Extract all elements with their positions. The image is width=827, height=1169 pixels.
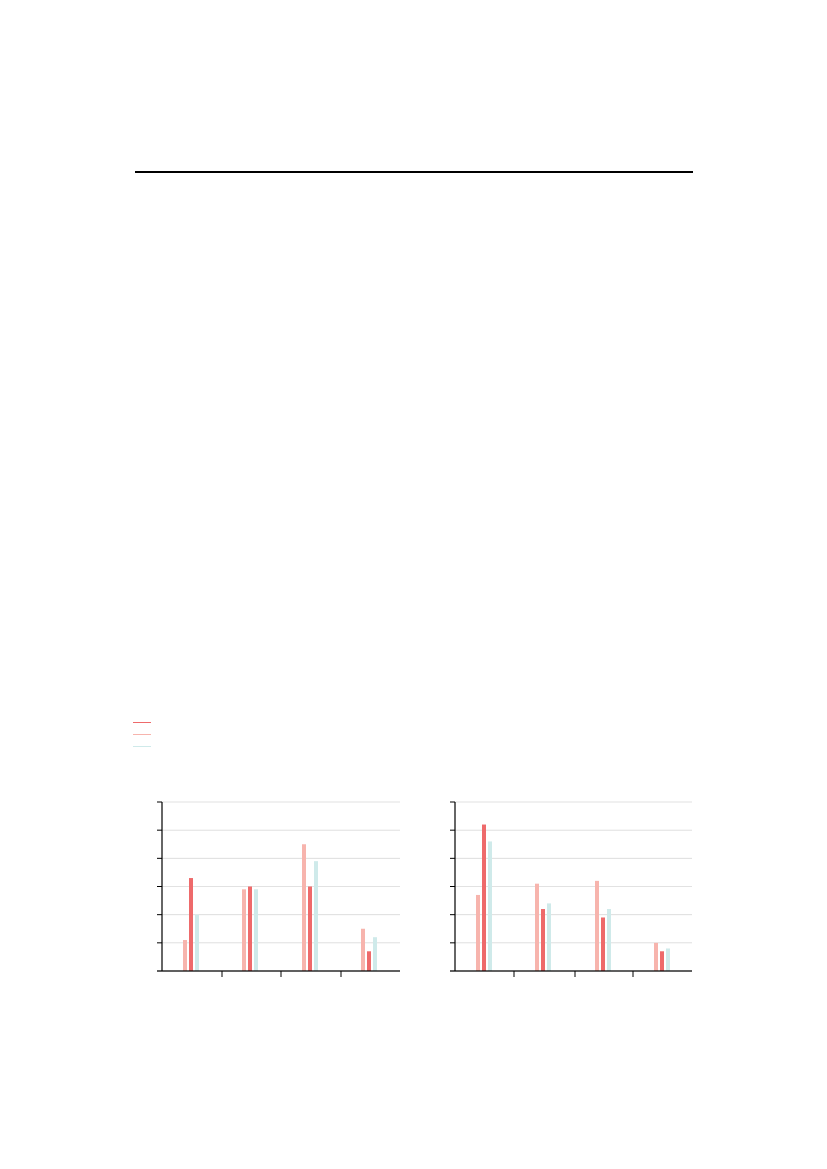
bar [666, 948, 670, 971]
bar [189, 878, 193, 971]
bar [254, 889, 258, 971]
bar [183, 940, 187, 971]
legend-swatch-series-2 [133, 734, 151, 735]
legend-swatch-series-3 [133, 746, 151, 747]
legend-swatch-series-1 [133, 722, 151, 723]
bar [195, 914, 199, 971]
bar [476, 894, 480, 971]
bar [314, 861, 318, 971]
chart-legend [133, 718, 173, 754]
bar-chart-left [157, 801, 400, 977]
bar [302, 844, 306, 971]
bar [248, 886, 252, 971]
bar [488, 841, 492, 971]
bar-chart-right [450, 801, 692, 977]
bar [595, 880, 599, 971]
bar [601, 917, 605, 971]
bar [373, 937, 377, 971]
bar [547, 903, 551, 971]
bar [482, 824, 486, 971]
header-rule [135, 171, 693, 173]
bar [361, 928, 365, 971]
bar [535, 883, 539, 971]
bar [607, 909, 611, 971]
bar [308, 886, 312, 971]
bar [660, 951, 664, 971]
bar [654, 942, 658, 971]
bar [541, 909, 545, 971]
bar [242, 889, 246, 971]
bar [367, 951, 371, 971]
